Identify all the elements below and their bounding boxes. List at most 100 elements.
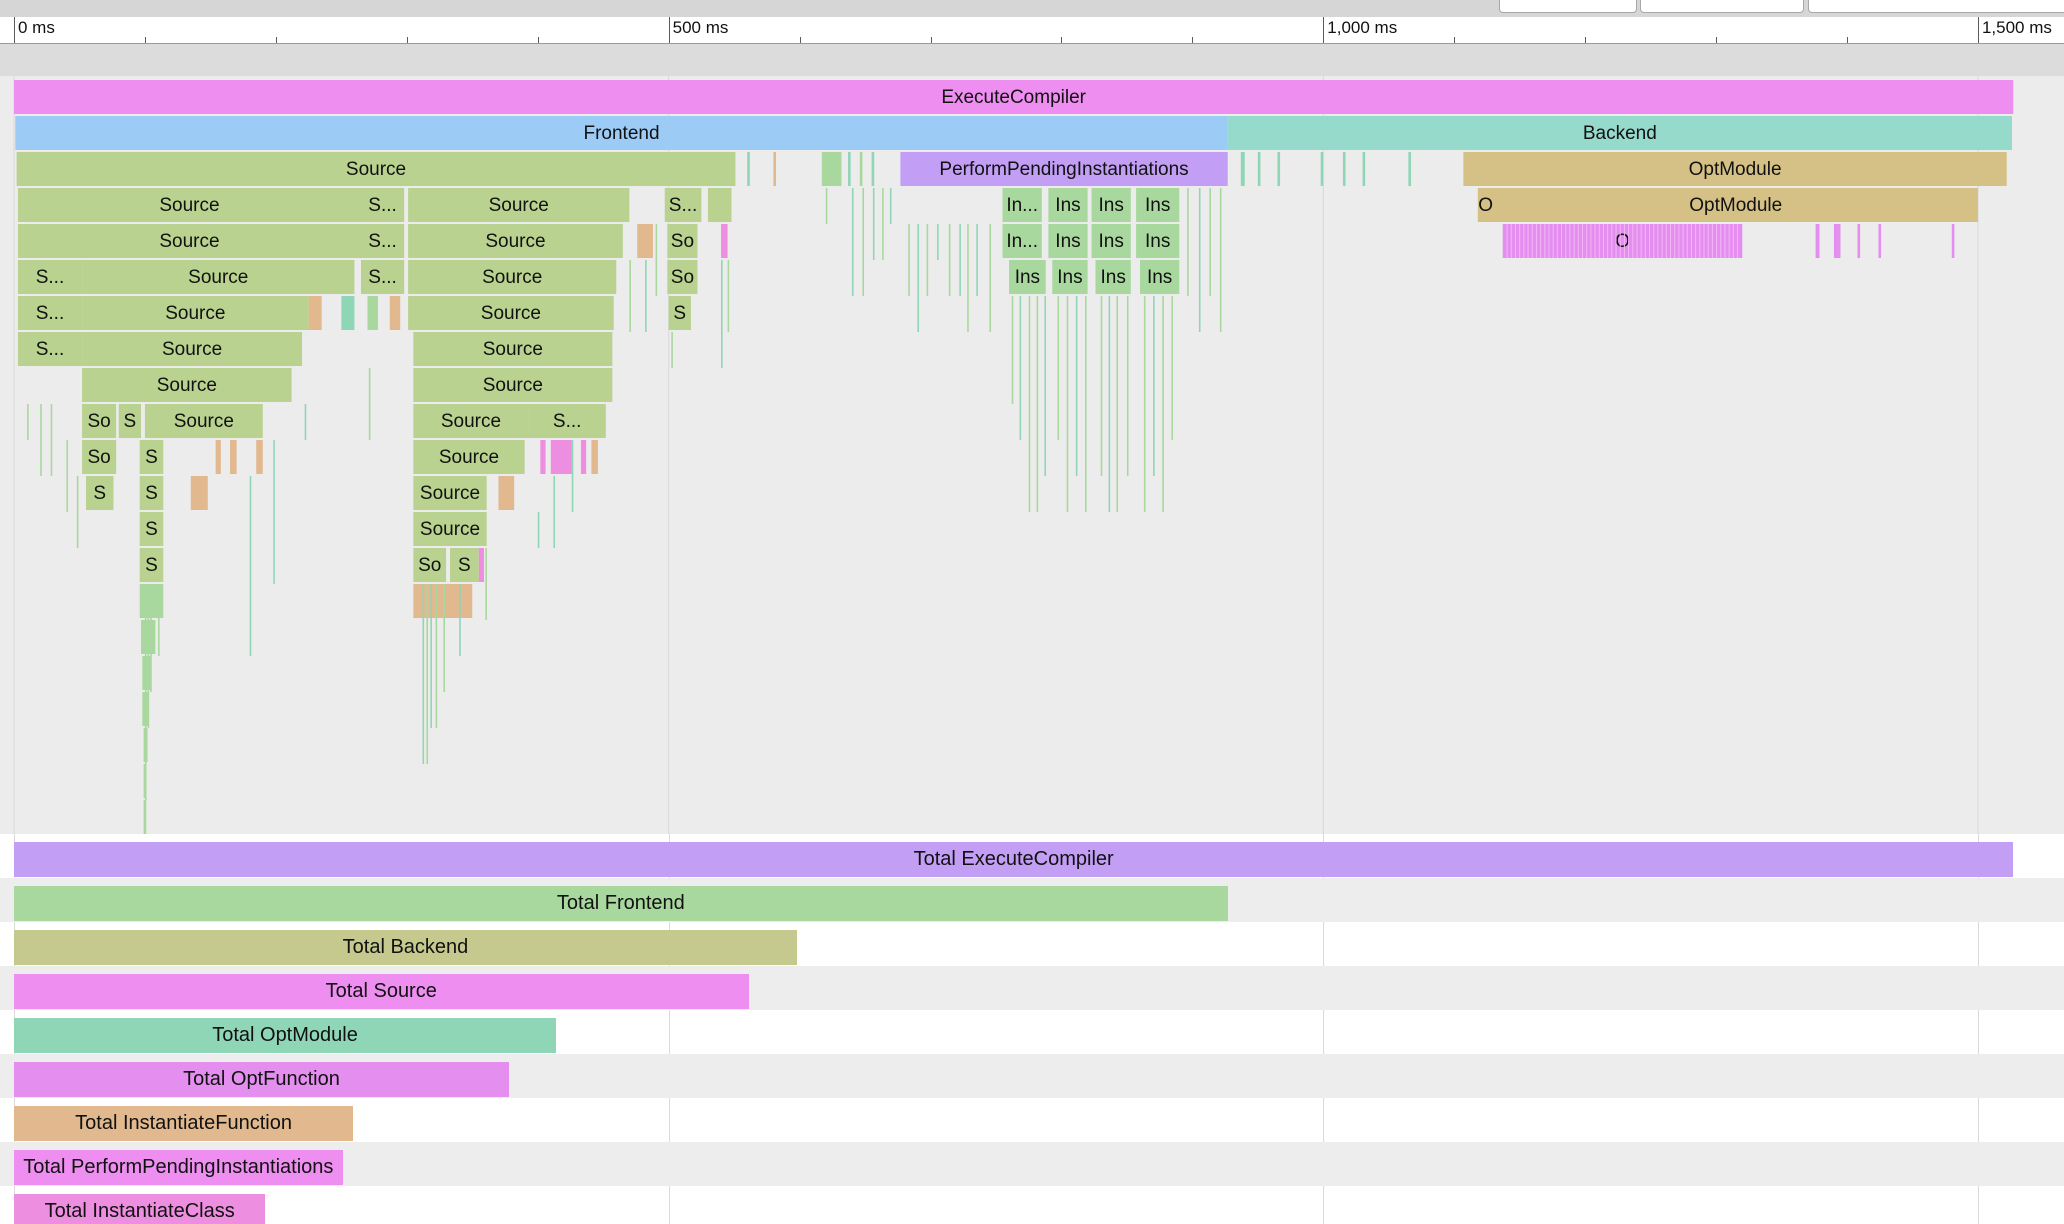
flame-detail-line[interactable] bbox=[1590, 224, 1592, 258]
flame-detail-line[interactable] bbox=[1623, 224, 1625, 258]
flame-spike[interactable] bbox=[422, 584, 425, 764]
flame-spike[interactable] bbox=[150, 584, 152, 692]
flame-frame[interactable] bbox=[82, 440, 117, 474]
flame-detail-line[interactable] bbox=[1724, 224, 1726, 258]
flame-frame[interactable] bbox=[413, 512, 487, 546]
flame-stub[interactable] bbox=[190, 476, 208, 510]
flame-spike[interactable] bbox=[249, 476, 252, 656]
flame-stub[interactable] bbox=[1878, 224, 1882, 258]
flame-detail-line[interactable] bbox=[1531, 224, 1533, 258]
flame-frame[interactable] bbox=[139, 548, 164, 582]
flame-stub[interactable] bbox=[540, 440, 546, 474]
flame-stub[interactable] bbox=[773, 152, 777, 186]
flame-stub[interactable] bbox=[859, 152, 863, 186]
flame-stub[interactable] bbox=[143, 800, 147, 834]
flame-detail-line[interactable] bbox=[1586, 224, 1588, 258]
flame-detail-line[interactable] bbox=[1619, 224, 1621, 258]
flame-spike[interactable] bbox=[645, 260, 647, 332]
flame-detail-line[interactable] bbox=[1535, 224, 1537, 258]
flame-detail-line[interactable] bbox=[1720, 224, 1722, 258]
flame-frame[interactable] bbox=[139, 476, 164, 510]
flame-spike[interactable] bbox=[1143, 296, 1146, 512]
flame-detail-line[interactable] bbox=[1569, 224, 1571, 258]
flame-spike[interactable] bbox=[926, 224, 929, 296]
flame-spike[interactable] bbox=[537, 512, 540, 548]
flame-detail-line[interactable] bbox=[1506, 224, 1508, 258]
flame-detail-line[interactable] bbox=[1711, 224, 1713, 258]
toolbar-button[interactable] bbox=[1640, 0, 1804, 13]
flame-detail-line[interactable] bbox=[1602, 224, 1604, 258]
totals-bar[interactable]: Total InstantiateFunction bbox=[14, 1106, 354, 1141]
flame-frame[interactable] bbox=[1227, 116, 2012, 150]
flame-frame[interactable] bbox=[82, 368, 292, 402]
flame-detail-line[interactable] bbox=[1615, 224, 1617, 258]
flame-spike[interactable] bbox=[158, 584, 160, 656]
flame-frame[interactable] bbox=[144, 404, 263, 438]
flame-frame[interactable] bbox=[413, 440, 525, 474]
flame-frame[interactable] bbox=[413, 332, 613, 366]
flame-spike[interactable] bbox=[1198, 188, 1201, 332]
flame-detail-line[interactable] bbox=[1544, 224, 1546, 258]
flame-frame[interactable] bbox=[1048, 188, 1088, 222]
flame-stub[interactable] bbox=[1320, 152, 1324, 186]
flame-spike[interactable] bbox=[917, 224, 920, 332]
flame-frame[interactable] bbox=[1091, 188, 1131, 222]
flame-frame[interactable] bbox=[118, 404, 142, 438]
flame-frame[interactable] bbox=[667, 224, 698, 258]
flame-detail-line[interactable] bbox=[1514, 224, 1516, 258]
flame-detail-line[interactable] bbox=[1519, 224, 1521, 258]
flame-stub[interactable] bbox=[308, 296, 322, 330]
flame-detail-line[interactable] bbox=[1732, 224, 1734, 258]
flame-detail-line[interactable] bbox=[1674, 224, 1676, 258]
flame-spike[interactable] bbox=[721, 260, 723, 368]
flame-detail-line[interactable] bbox=[1644, 224, 1646, 258]
flame-frame[interactable] bbox=[360, 188, 405, 222]
flame-detail-line[interactable] bbox=[1552, 224, 1554, 258]
flame-detail-line[interactable] bbox=[1548, 224, 1550, 258]
flame-detail-line[interactable] bbox=[1640, 224, 1642, 258]
flame-detail-line[interactable] bbox=[1716, 224, 1718, 258]
flame-stub[interactable] bbox=[580, 440, 587, 474]
flame-detail-line[interactable] bbox=[1690, 224, 1692, 258]
flame-spike[interactable] bbox=[1162, 296, 1164, 512]
flame-frame[interactable] bbox=[413, 548, 447, 582]
flame-frame[interactable] bbox=[668, 296, 691, 330]
flame-spike[interactable] bbox=[976, 224, 978, 296]
flame-spike[interactable] bbox=[368, 368, 371, 440]
totals-bar[interactable]: Total Backend bbox=[14, 930, 797, 965]
flame-detail-line[interactable] bbox=[1703, 224, 1705, 258]
flame-frame[interactable] bbox=[17, 260, 83, 294]
flame-detail-line[interactable] bbox=[1657, 224, 1659, 258]
flame-detail-line[interactable] bbox=[1607, 224, 1609, 258]
flame-spike[interactable] bbox=[1116, 296, 1119, 512]
flame-frame[interactable] bbox=[1493, 188, 1978, 222]
flame-detail-line[interactable] bbox=[1661, 224, 1663, 258]
flame-stub[interactable] bbox=[1951, 224, 1955, 258]
flame-spike[interactable] bbox=[147, 584, 150, 728]
flame-spike[interactable] bbox=[1100, 296, 1103, 476]
flame-spike[interactable] bbox=[989, 224, 992, 332]
flame-spike[interactable] bbox=[27, 404, 29, 440]
flame-spike[interactable] bbox=[553, 476, 556, 548]
flame-detail-line[interactable] bbox=[1649, 224, 1651, 258]
flame-spike[interactable] bbox=[825, 188, 828, 224]
flame-spike[interactable] bbox=[1066, 296, 1069, 512]
flame-spike[interactable] bbox=[435, 584, 438, 728]
flame-frame[interactable] bbox=[86, 476, 114, 510]
flame-detail-line[interactable] bbox=[1632, 224, 1634, 258]
flame-stub[interactable] bbox=[1362, 152, 1366, 186]
flame-frame[interactable] bbox=[1091, 224, 1131, 258]
flame-stub[interactable] bbox=[1408, 152, 1412, 186]
flame-spike[interactable] bbox=[655, 224, 658, 296]
flame-detail-line[interactable] bbox=[1737, 224, 1739, 258]
flame-frame[interactable] bbox=[667, 260, 698, 294]
flame-frame[interactable] bbox=[408, 224, 623, 258]
flame-frame[interactable] bbox=[1136, 188, 1180, 222]
flame-stub[interactable] bbox=[230, 440, 237, 474]
flame-detail-line[interactable] bbox=[1678, 224, 1680, 258]
flame-frame[interactable] bbox=[900, 152, 1228, 186]
flame-detail-line[interactable] bbox=[1556, 224, 1558, 258]
flame-frame[interactable] bbox=[1002, 188, 1042, 222]
flame-stub[interactable] bbox=[871, 152, 875, 186]
flame-frame[interactable] bbox=[449, 548, 479, 582]
